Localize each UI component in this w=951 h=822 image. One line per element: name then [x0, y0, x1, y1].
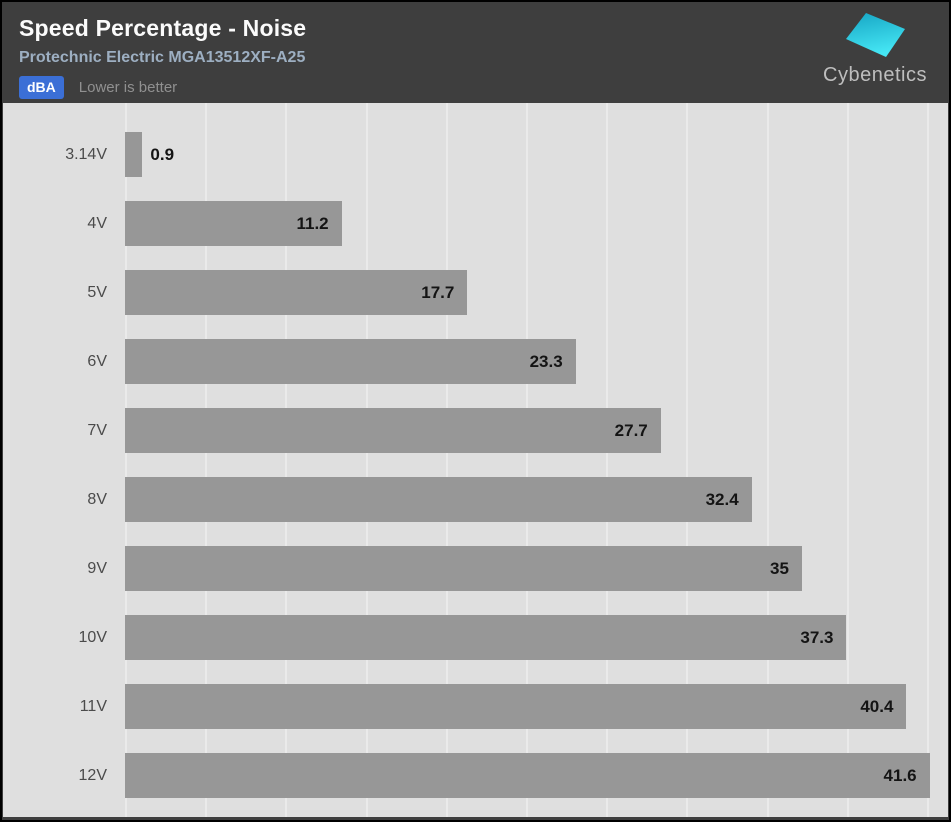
bar: 40.4 — [125, 684, 907, 729]
bar: 11.2 — [125, 201, 342, 246]
category-label: 6V — [87, 353, 107, 370]
bar-track: 11.2 — [125, 201, 948, 246]
bar: 41.6 — [125, 753, 930, 798]
chart-row: 4V 11.2 — [3, 201, 948, 246]
chart-row: 10V 37.3 — [3, 615, 948, 660]
gridline — [927, 103, 929, 817]
chart-title: Speed Percentage - Noise — [19, 15, 307, 41]
gridline — [365, 103, 368, 817]
value-label: 40.4 — [860, 697, 894, 716]
bar: 23.3 — [125, 339, 576, 384]
category-label: 3.14V — [65, 146, 107, 163]
chart-row: 7V 27.7 — [3, 408, 948, 453]
bar: 17.7 — [125, 270, 468, 315]
category-label: 11V — [79, 698, 107, 715]
gridline — [606, 103, 609, 817]
bar-track: 35 — [125, 546, 948, 591]
bar-track: 27.7 — [125, 408, 948, 453]
chart-row: 5V 17.7 — [3, 270, 948, 315]
bar-rows: 3.14V 0.9 4V 11.2 5V 17.7 6V 23.3 7V 27.7 8V 32.4 9V… — [3, 103, 948, 798]
chart-row: 11V 40.4 — [3, 684, 948, 729]
category-label: 5V — [87, 284, 107, 301]
value-label: 37.3 — [800, 628, 834, 647]
value-label: 41.6 — [883, 766, 917, 785]
gridline — [846, 103, 849, 817]
lower-is-better-note: Lower is better — [78, 79, 178, 96]
gridline — [285, 103, 288, 817]
chart-row: 3.14V 0.9 — [3, 132, 948, 177]
cybenetics-logo-text: Cybenetics — [823, 64, 927, 86]
category-label: 8V — [87, 491, 107, 508]
value-label: 17.7 — [421, 283, 455, 302]
badge-row: dBA Lower is better — [19, 76, 949, 99]
bar-track: 32.4 — [125, 477, 948, 522]
value-label: 27.7 — [614, 421, 648, 440]
unit-badge: dBA — [19, 76, 64, 99]
gridline — [526, 103, 528, 817]
bar: 0.9 — [125, 132, 174, 177]
gridlines — [125, 103, 948, 817]
cybenetics-logo: Cybenetics — [813, 8, 937, 87]
bar: 27.7 — [125, 408, 661, 453]
bar: 35 — [125, 546, 802, 591]
value-label: 23.3 — [529, 352, 563, 371]
chart-row: 9V 35 — [3, 546, 948, 591]
gridline — [205, 103, 208, 817]
category-label: 7V — [87, 422, 107, 439]
chart-subtitle: Protechnic Electric MGA13512XF-A25 — [19, 49, 306, 66]
value-label: 11.2 — [296, 214, 329, 233]
value-label: 32.4 — [705, 490, 739, 509]
bar: 32.4 — [125, 477, 752, 522]
category-label: 12V — [78, 767, 107, 784]
bar: 37.3 — [125, 615, 847, 660]
chart-header: Speed Percentage - Noise Protechnic Elec… — [2, 2, 949, 103]
cybenetics-logo-icon — [846, 13, 905, 57]
chart-row: 8V 32.4 — [3, 477, 948, 522]
bar-track: 23.3 — [125, 339, 948, 384]
chart-row: 12V 41.6 — [3, 753, 948, 798]
value-label: 35 — [770, 559, 789, 578]
gridline — [125, 103, 127, 817]
gridline — [445, 103, 448, 817]
bar-track: 17.7 — [125, 270, 948, 315]
category-label: 9V — [87, 560, 107, 577]
bar-track: 41.6 — [125, 753, 948, 798]
plot-area: 3.14V 0.9 4V 11.2 5V 17.7 6V 23.3 7V 27.7 8V 32.4 9V… — [3, 103, 948, 817]
gridline — [686, 103, 689, 817]
category-label: 10V — [78, 629, 107, 646]
bar-track: 37.3 — [125, 615, 948, 660]
category-label: 4V — [87, 215, 107, 232]
bar-track: 0.9 — [125, 132, 948, 177]
chart-row: 6V 23.3 — [3, 339, 948, 384]
gridline — [766, 103, 769, 817]
bar-track: 40.4 — [125, 684, 948, 729]
value-label: 0.9 — [150, 145, 175, 164]
